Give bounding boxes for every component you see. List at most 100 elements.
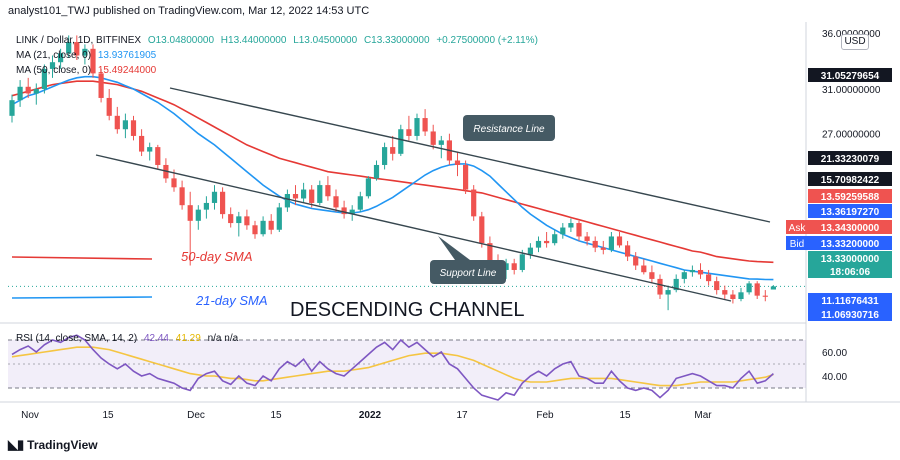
candle-body [309, 189, 315, 203]
tradingview-brand: TradingView [27, 438, 98, 452]
bid-tag: Bid [790, 239, 804, 250]
ma21-legend-label: MA (21, close, 0) [16, 50, 92, 61]
time-axis-tick: Dec [187, 410, 205, 421]
candle-body [292, 194, 299, 199]
price-axis-label: 11.11676431 [821, 296, 879, 307]
candle-body [608, 236, 614, 250]
candle-body [276, 207, 282, 230]
tradingview-logo-icon: ◣▮ [8, 437, 24, 452]
candle-body [584, 236, 590, 241]
candle-body [244, 216, 250, 226]
time-axis-tick: 17 [456, 410, 468, 421]
candle-body [317, 185, 323, 203]
ask-tag-box [786, 220, 808, 234]
candle-body [673, 278, 679, 291]
candle-body [454, 160, 461, 165]
candle-body [130, 120, 137, 136]
candle-body [544, 240, 550, 244]
candle-body [398, 129, 404, 154]
ma50-legend-label: MA (50, close, 0) [16, 65, 92, 76]
candle-body [195, 209, 201, 221]
rsi-series-line [11, 334, 774, 401]
candle-body [139, 135, 145, 152]
candle-body [365, 178, 371, 197]
candle-body [770, 286, 776, 290]
candle-body [349, 209, 355, 215]
price-axis-label-box [808, 151, 892, 165]
candle-body [560, 227, 566, 235]
candle-body [527, 247, 533, 255]
price-axis-label: 13.34300000 [821, 223, 880, 234]
ohlc-close: C13.33000000 [363, 35, 430, 46]
candle-body [211, 191, 218, 203]
candle-body [471, 189, 477, 217]
candle-body [706, 274, 712, 282]
ohlc-low: L13.04500000 [293, 35, 358, 46]
rsi-legend-value: 42.44 [143, 333, 169, 344]
candle-body [414, 118, 420, 136]
candle-body [552, 234, 558, 244]
time-axis-tick: 15 [102, 410, 114, 421]
price-axis-tick: 27.00000000 [822, 130, 881, 141]
candle-body [576, 223, 582, 237]
candle-body [625, 245, 631, 257]
candle-body [479, 216, 485, 244]
rsi-ma-legend-value: 41.29 [175, 333, 201, 344]
candle-body [268, 220, 274, 230]
candle-body [9, 100, 15, 116]
price-axis-tick: 31.00000000 [822, 85, 881, 96]
ma50-legend: MA (50, close, 0) 15.49244000 [16, 65, 160, 76]
ohlc-change: +0.27500000 (+2.11%) [436, 35, 538, 46]
sma21-label: 21-day SMA [195, 293, 268, 308]
price-axis-label: 31.05279654 [821, 71, 880, 82]
price-axis-label-box [808, 68, 892, 82]
price-axis-label-box [808, 293, 892, 307]
symbol-legend: LINK / Dollar, 1D, BITFINEX O13.04800000… [16, 35, 542, 46]
candle-body [616, 236, 623, 246]
candle-body [41, 68, 47, 90]
candle-body [147, 147, 153, 152]
support-trendline [95, 154, 732, 302]
candle-body [722, 290, 728, 295]
sma50-label: 50-day SMA [181, 249, 253, 264]
price-axis-label-box [808, 220, 892, 234]
candle-body [252, 225, 258, 235]
candle-body [373, 164, 380, 179]
price-axis-label: 13.36197270 [821, 207, 880, 218]
candle-body [58, 53, 64, 63]
rsi-band [8, 340, 806, 388]
candle-body [535, 240, 542, 248]
candle-body [187, 205, 193, 221]
price-axis-label: 13.33000000 [821, 254, 880, 265]
candle-body [228, 214, 234, 224]
candle-body [82, 48, 88, 56]
price-axis-label: 13.59259588 [821, 192, 880, 203]
candle-body [430, 131, 436, 145]
candle-body [171, 178, 177, 188]
currency-button[interactable]: USD [841, 34, 869, 50]
candle-body [98, 73, 104, 98]
resistance-callout-text: Resistance Line [473, 124, 545, 135]
ma50-legend-value: 15.49244000 [97, 65, 157, 76]
price-axis-label: 11.06930716 [821, 310, 879, 321]
ask-tag: Ask [789, 223, 807, 234]
channel-title: DESCENDING CHANNEL [290, 299, 524, 321]
candle-body [220, 191, 226, 215]
rsi-ma-series-line [11, 346, 774, 387]
ma21-legend-value: 13.93761905 [97, 50, 157, 61]
resistance-trendline [169, 87, 771, 223]
rsi-legend-extra: n/a n/a [207, 333, 239, 344]
candle-body [33, 89, 39, 94]
support-callout-box [430, 260, 506, 284]
candle-body [487, 243, 493, 262]
candle-body [49, 62, 56, 69]
candle-body [382, 147, 388, 165]
candle-body [25, 86, 31, 94]
rsi-axis-tick: 40.00 [822, 372, 847, 383]
symbol-name: LINK / Dollar, 1D, BITFINEX [16, 35, 142, 46]
candle-body [762, 295, 768, 297]
support-callout-text: Support Line [440, 268, 497, 279]
candle-body [511, 263, 517, 270]
time-axis-tick: 2022 [359, 410, 382, 421]
